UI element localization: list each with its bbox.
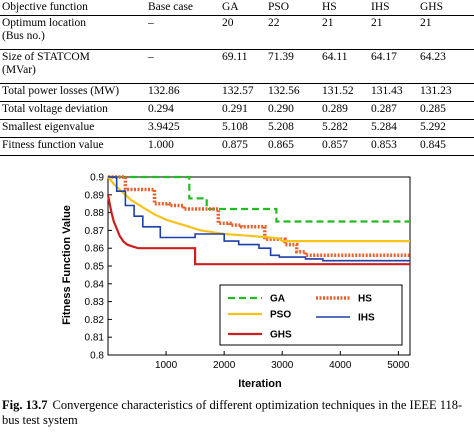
table-cell: 0.845 [418,137,474,156]
x-tick-label: 5000 [387,360,410,371]
convergence-chart: 0.8 0.81 0.82 0.83 0.84 0.85 0.86 0.87 0.88 0.89 0… [61,173,411,389]
y-tick-label: 0.82 [85,315,105,326]
series-line-ghs [106,194,410,266]
y-tick-label: 0.83 [85,297,105,308]
table-cell: 0.287 [369,101,418,120]
x-axis-label: Iteration [238,378,282,389]
legend-label-ihs: IHS [358,313,375,324]
table-cell: Total voltage deviation [0,101,146,120]
x-tick-label: 3000 [271,360,294,371]
table-cell: 5.208 [266,119,320,138]
column-header: Base case [146,0,220,16]
table-cell: Size of STATCOM (MVar) [0,49,146,84]
table-row: Fitness function value 1.000 0.875 0.865… [0,137,474,156]
table-cell: Optimum location (Bus no.) [0,15,146,50]
table-cell: 0.875 [220,137,266,156]
y-axis-label: Fitness Function Value [61,205,73,325]
table-row: Total power losses (MW) 132.86 132.57 13… [0,83,474,102]
chart-series [106,175,410,266]
series-line-pso [107,176,410,243]
table-cell: 1.000 [146,137,220,156]
column-header: HS [320,0,369,16]
column-header: GA [220,0,266,16]
x-tick-label: 1000 [155,360,178,371]
table-cell: 132.86 [146,83,220,102]
series-line-hs [108,175,410,258]
table-cell: 0.285 [418,101,474,120]
table-cell: 5.108 [220,119,266,138]
table-cell: 0.853 [369,137,418,156]
y-tick-label: 0.84 [85,279,105,290]
table-cell: Fitness function value [0,137,146,156]
column-header: PSO [266,0,320,16]
table-cell: Smallest eigenvalue [0,119,146,138]
chart-axes: 0.8 0.81 0.82 0.83 0.84 0.85 0.86 0.87 0.88 0.89 0… [85,173,411,371]
table-cell: 21 [320,15,369,50]
results-table: Objective function Base case GA PSO HS I… [0,0,474,156]
column-header: IHS [369,0,418,16]
table-header-row: Objective function Base case GA PSO HS I… [0,0,474,16]
series-line-ga [108,175,410,223]
table-cell: 20 [220,15,266,50]
table-row: Optimum location (Bus no.) – 20 22 21 21… [0,15,474,50]
y-tick-label: 0.88 [85,208,105,219]
legend-label-pso: PSO [270,310,291,321]
table-cell: – [146,49,220,84]
column-header: Objective function [0,0,146,16]
table-row: Total voltage deviation 0.294 0.291 0.29… [0,101,474,120]
table-cell: 64.11 [320,49,369,84]
table-cell: Total power losses (MW) [0,83,146,102]
table-cell: – [146,15,220,50]
table-cell: 132.56 [266,83,320,102]
table-cell: 0.857 [320,137,369,156]
table-cell: 131.23 [418,83,474,102]
table-cell: 5.282 [320,119,369,138]
figure-label: Fig. 13.7 [2,398,48,412]
table-cell: 3.9425 [146,119,220,138]
y-tick-label: 0.86 [85,244,105,255]
y-tick-label: 0.87 [85,226,105,237]
chart-legend: GA HS PSO IHS GHS [219,284,403,346]
figure-caption: Fig. 13.7 Convergence characteristics of … [2,398,472,428]
table-cell: 64.23 [418,49,474,84]
legend-label-hs: HS [358,294,372,305]
caption-text: Convergence characteristics of different… [2,398,463,427]
table-cell: 5.292 [418,119,474,138]
table-cell: 22 [266,15,320,50]
table-cell: 69.11 [220,49,266,84]
table-cell: 0.294 [146,101,220,120]
x-tick-label: 4000 [329,360,352,371]
table-cell: 71.39 [266,49,320,84]
table-cell: 131.43 [369,83,418,102]
series-line-ihs [108,176,410,262]
x-tick-label: 2000 [213,360,236,371]
table-cell: 132.57 [220,83,266,102]
legend-label-ghs: GHS [270,330,292,341]
y-tick-label: 0.9 [90,173,104,184]
table-cell: 0.291 [220,101,266,120]
table-cell: 131.52 [320,83,369,102]
y-tick-label: 0.8 [90,351,104,362]
table-cell: 0.290 [266,101,320,120]
table-cell: 21 [418,15,474,50]
table-cell: 5.284 [369,119,418,138]
table-row: Size of STATCOM (MVar) – 69.11 71.39 64.… [0,49,474,84]
legend-label-ga: GA [270,294,285,305]
y-tick-label: 0.85 [85,262,105,273]
table-cell: 0.865 [266,137,320,156]
table-cell: 0.289 [320,101,369,120]
y-tick-label: 0.81 [85,333,105,344]
table-cell: 21 [369,15,418,50]
column-header: GHS [418,0,474,16]
table-cell: 64.17 [369,49,418,84]
table-row: Smallest eigenvalue 3.9425 5.108 5.208 5… [0,119,474,138]
y-tick-label: 0.89 [85,190,105,201]
